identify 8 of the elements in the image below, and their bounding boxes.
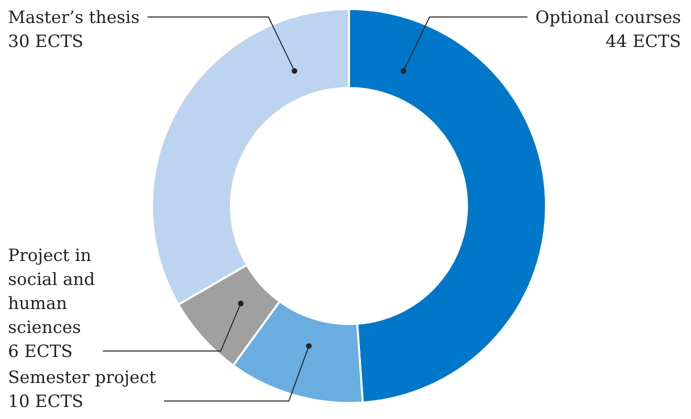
data-label: 10 ECTS — [8, 392, 84, 412]
data-label: 6 ECTS — [8, 342, 73, 362]
data-label: 30 ECTS — [8, 32, 84, 52]
slice-label: Master’s thesis — [8, 8, 140, 28]
slice-label: Semester project — [8, 368, 156, 388]
data-label: 44 ECTS — [606, 32, 681, 52]
slice-label: Optional courses — [535, 8, 681, 28]
slice-label: Project in social and human sciences — [8, 246, 95, 338]
